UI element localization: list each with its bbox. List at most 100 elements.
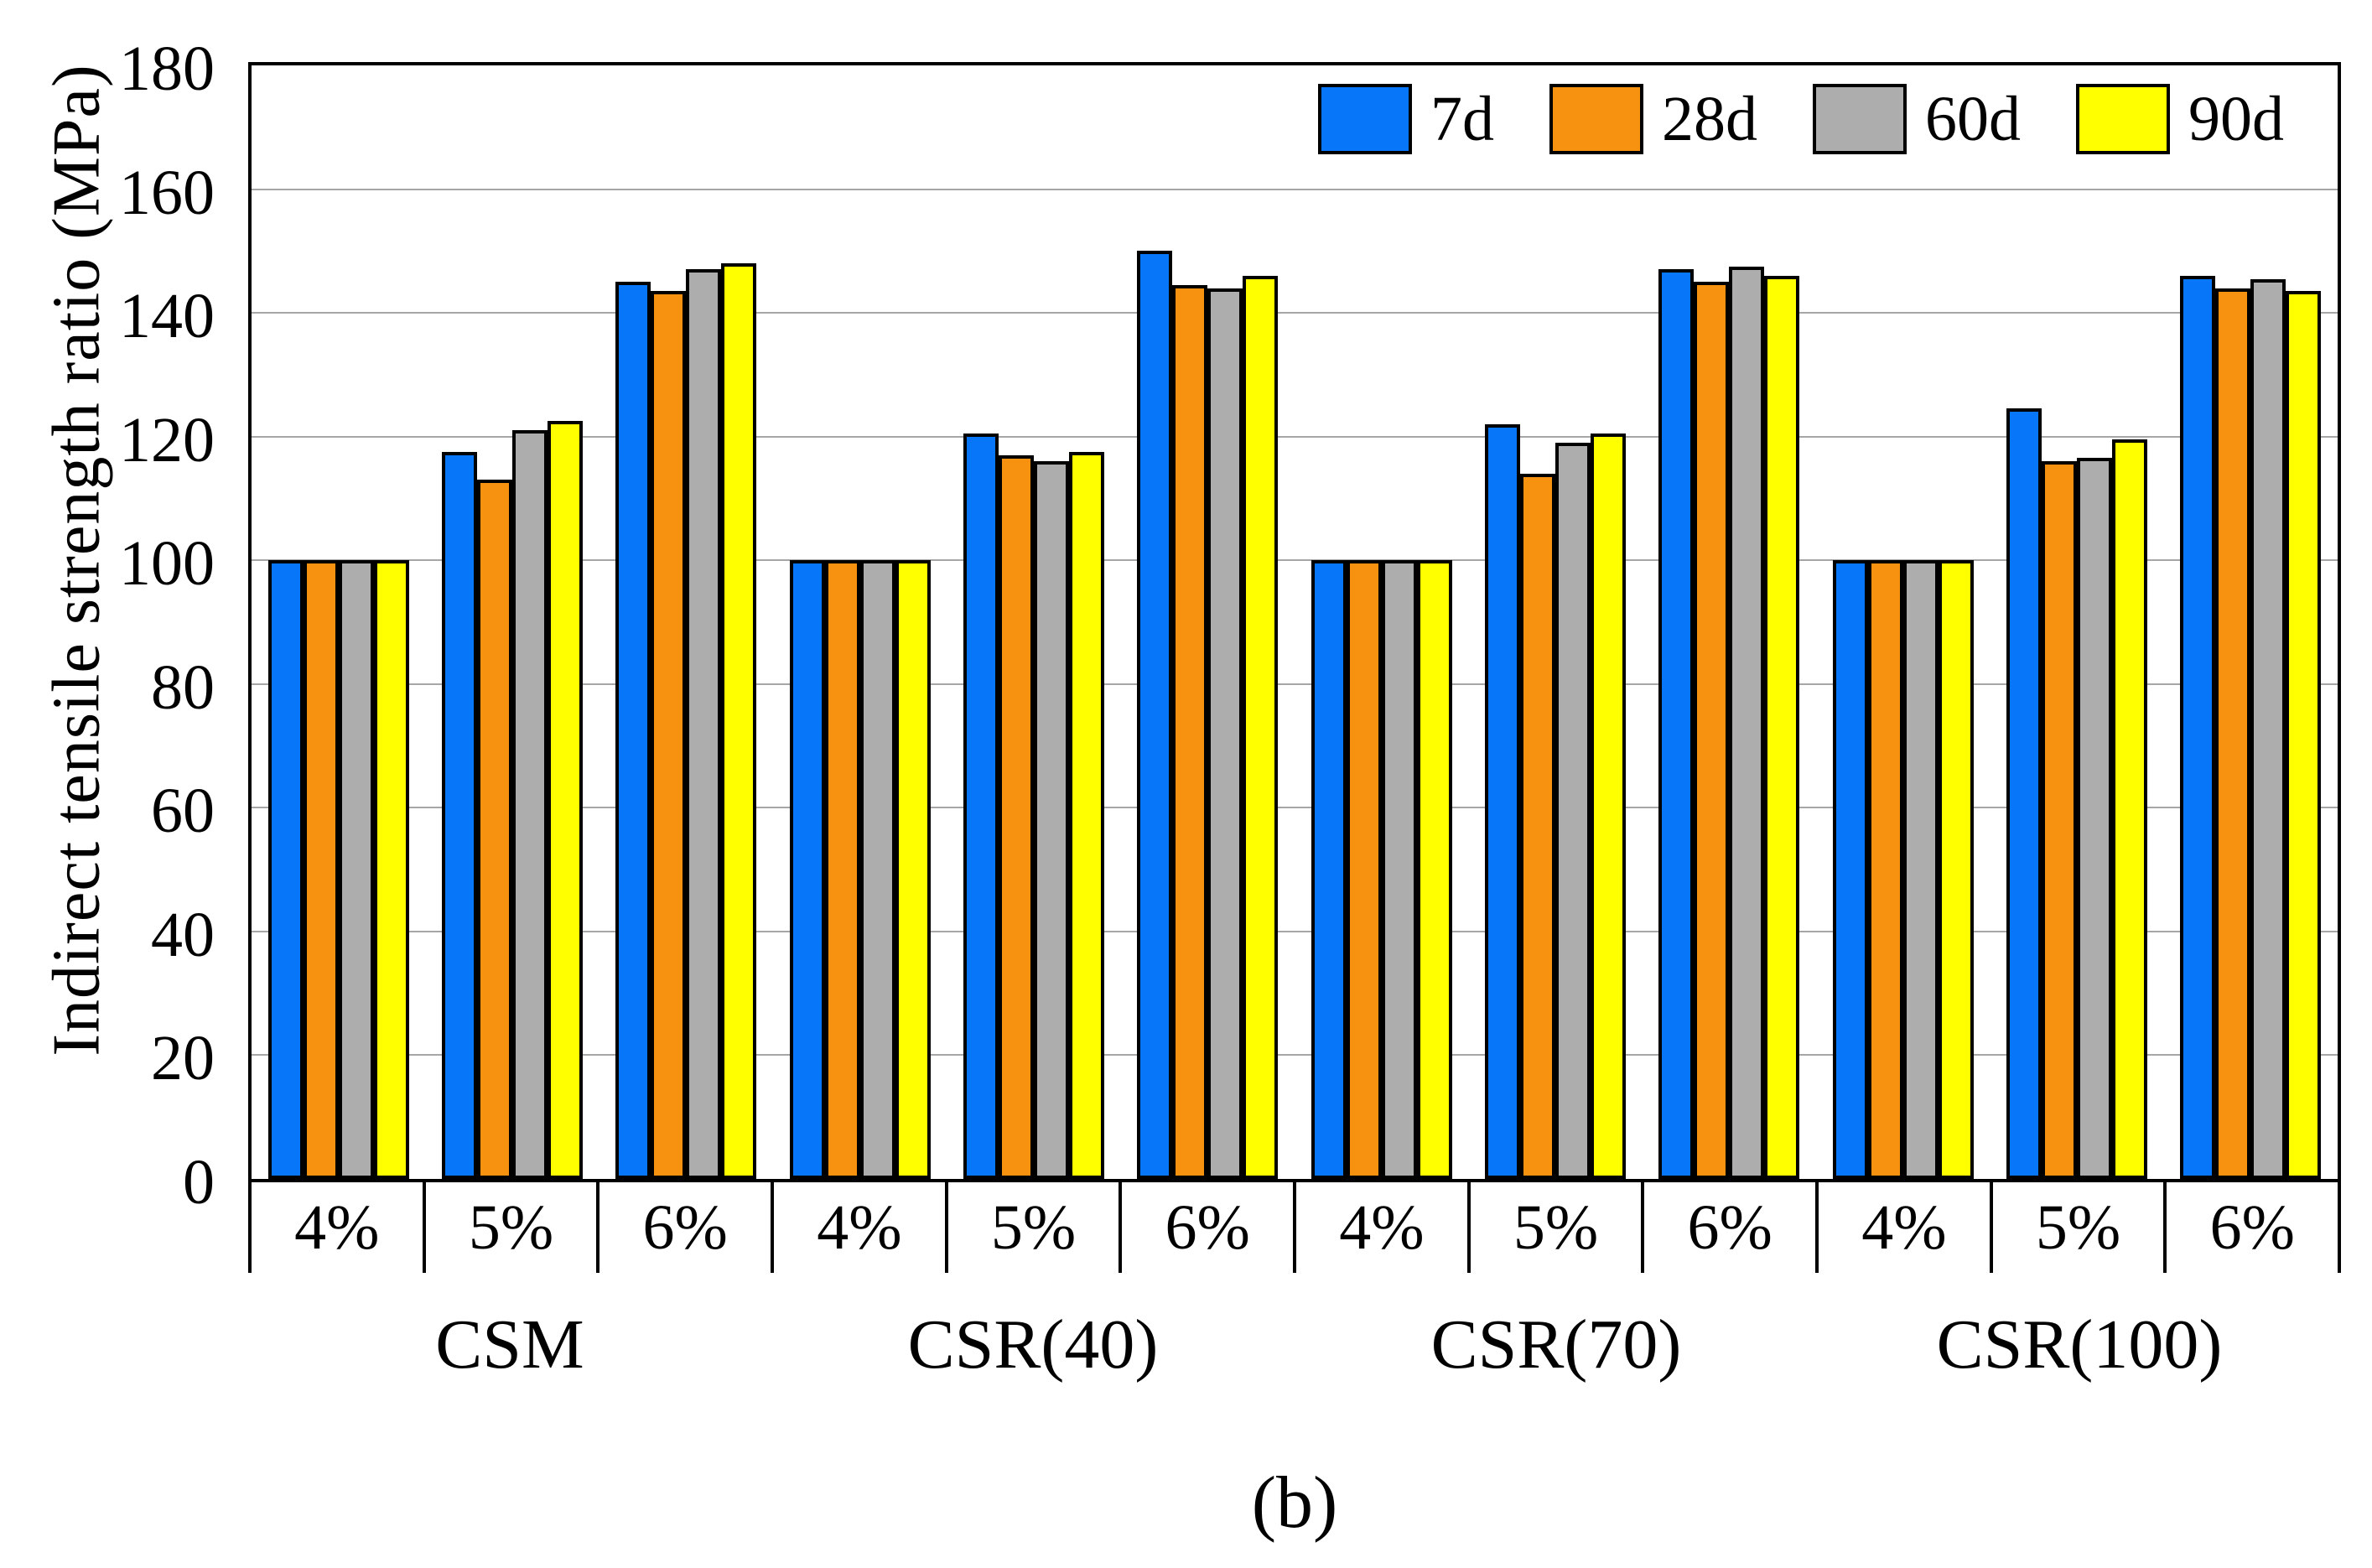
gridline-y-140	[252, 312, 2338, 314]
plot-area: 7d 28d 60d 90d	[248, 62, 2341, 1182]
bar-cluster-csm-6-	[599, 65, 773, 1179]
bar-60d-csr-100-4-	[1902, 560, 1939, 1179]
y-tick-label-40: 40	[151, 899, 215, 970]
gridline-y-100	[252, 559, 2338, 562]
bar-28d-csm-4-	[303, 560, 339, 1179]
bar-cluster-csm-5-	[425, 65, 599, 1179]
x-label-csr-100--5pct: 5%	[1993, 1182, 2167, 1273]
legend-swatch-28d	[1549, 84, 1643, 154]
bar-60d-csr-100-6-	[2250, 279, 2286, 1179]
bar-28d-csr-100-5-	[2041, 461, 2077, 1179]
gridline-y-80	[252, 683, 2338, 685]
bar-90d-csr-100-4-	[1938, 560, 1974, 1179]
bar-90d-csr-40-6-	[1243, 276, 1279, 1179]
bar-60d-csm-4-	[338, 560, 374, 1179]
bar-28d-csr-70-4-	[1346, 560, 1382, 1179]
bar-90d-csm-6-	[721, 263, 757, 1179]
bar-90d-csr-100-5-	[2111, 439, 2147, 1179]
bar-7d-csr-40-5-	[963, 434, 999, 1179]
gridline-y-160	[252, 188, 2338, 190]
y-tick-label-180: 180	[119, 34, 215, 104]
bar-28d-csr-70-6-	[1694, 282, 1730, 1179]
y-tick-label-0: 0	[183, 1147, 215, 1218]
bar-7d-csr-40-4-	[789, 560, 825, 1179]
bar-28d-csm-5-	[476, 480, 512, 1179]
bar-90d-csr-40-4-	[895, 560, 931, 1179]
bar-cluster-csm-4-	[252, 65, 425, 1179]
y-tick-label-100: 100	[119, 528, 215, 600]
bar-7d-csr-70-5-	[1484, 424, 1520, 1179]
figure-caption: (b)	[1251, 1462, 1338, 1544]
bar-60d-csr-70-5-	[1555, 443, 1591, 1179]
gridline-y-20	[252, 1054, 2338, 1057]
bar-cluster-csr-40-6-	[1121, 65, 1295, 1179]
x-label-csr-100--4pct: 4%	[1819, 1182, 1993, 1273]
bar-7d-csm-6-	[615, 282, 651, 1179]
group-label-csr-70-: CSR(70)	[1430, 1305, 1682, 1384]
legend-swatch-7d	[1318, 84, 1412, 154]
bar-60d-csr-40-6-	[1207, 288, 1243, 1179]
x-label-csm-5pct: 5%	[426, 1182, 600, 1273]
y-tick-label-160: 160	[119, 157, 215, 228]
bar-28d-csr-40-5-	[998, 455, 1034, 1179]
group-label-csr-40-: CSR(40)	[907, 1305, 1159, 1384]
bar-cluster-csr-70-5-	[1468, 65, 1642, 1179]
x-label-csm-4pct: 4%	[252, 1182, 426, 1273]
y-tick-label-60: 60	[151, 776, 215, 847]
bar-cluster-csr-40-5-	[947, 65, 1120, 1179]
group-label-csr-100-: CSR(100)	[1936, 1305, 2223, 1384]
x-axis-subcategory-band: 4% 5% 6% 4% 5% 6% 4% 5% 6% 4% 5% 6%	[248, 1182, 2342, 1273]
gridline-y-40	[252, 930, 2338, 932]
legend-item-90d: 90d	[2076, 84, 2284, 154]
legend-swatch-60d	[1813, 84, 1907, 154]
bar-cluster-csr-70-4-	[1295, 65, 1468, 1179]
bar-60d-csr-40-5-	[1033, 461, 1069, 1179]
bar-7d-csm-5-	[441, 452, 477, 1179]
legend-item-60d: 60d	[1813, 84, 2021, 154]
x-label-csr-40--6pct: 6%	[1122, 1182, 1297, 1273]
bar-7d-csr-100-5-	[2006, 408, 2042, 1179]
bar-60d-csm-6-	[686, 269, 722, 1179]
x-label-csr-70--6pct: 6%	[1644, 1182, 1819, 1273]
bar-7d-csr-70-4-	[1311, 560, 1347, 1179]
bar-28d-csr-70-5-	[1519, 474, 1555, 1179]
legend-label-90d: 90d	[2188, 84, 2284, 154]
bar-cluster-csr-100-4-	[1816, 65, 1990, 1179]
legend-item-7d: 7d	[1318, 84, 1494, 154]
bar-28d-csr-100-4-	[1867, 560, 1903, 1179]
y-axis-tick-labels: 0 20 40 60 80 100 120 140 160 180	[0, 37, 231, 1214]
bar-28d-csr-100-6-	[2215, 288, 2251, 1179]
bar-28d-csr-40-6-	[1172, 285, 1208, 1179]
bar-cluster-csr-100-6-	[2164, 65, 2338, 1179]
x-label-csr-70--4pct: 4%	[1296, 1182, 1471, 1273]
x-label-csr-40--4pct: 4%	[774, 1182, 948, 1273]
bar-7d-csr-70-6-	[1658, 269, 1695, 1179]
bar-7d-csr-100-4-	[1832, 560, 1868, 1179]
gridline-y-120	[252, 435, 2338, 438]
bar-cluster-csr-40-4-	[773, 65, 947, 1179]
x-axis-group-labels: CSM CSR(40) CSR(70) CSR(100)	[248, 1298, 2341, 1390]
bar-cluster-csr-100-5-	[1990, 65, 2163, 1179]
x-label-csr-70--5pct: 5%	[1471, 1182, 1645, 1273]
bar-60d-csr-70-6-	[1729, 267, 1765, 1179]
bar-90d-csr-70-6-	[1764, 276, 1800, 1179]
legend: 7d 28d 60d 90d	[1318, 84, 2284, 154]
bar-7d-csr-40-6-	[1137, 251, 1173, 1179]
bar-90d-csr-100-6-	[2286, 291, 2322, 1179]
bar-7d-csr-100-6-	[2180, 276, 2216, 1179]
x-label-csr-100--6pct: 6%	[2167, 1182, 2342, 1273]
y-tick-label-80: 80	[151, 652, 215, 723]
legend-label-60d: 60d	[1925, 84, 2021, 154]
bar-90d-csr-40-5-	[1068, 452, 1104, 1179]
bar-90d-csr-70-4-	[1416, 560, 1452, 1179]
legend-swatch-90d	[2076, 84, 2170, 154]
bar-90d-csm-4-	[373, 560, 409, 1179]
legend-label-28d: 28d	[1662, 84, 1757, 154]
bar-60d-csr-40-4-	[859, 560, 895, 1179]
x-label-csm-6pct: 6%	[599, 1182, 775, 1273]
group-label-csm: CSM	[435, 1305, 584, 1384]
bar-90d-csm-5-	[547, 421, 583, 1179]
bar-7d-csm-4-	[267, 560, 304, 1179]
gridline-y-60	[252, 807, 2338, 809]
